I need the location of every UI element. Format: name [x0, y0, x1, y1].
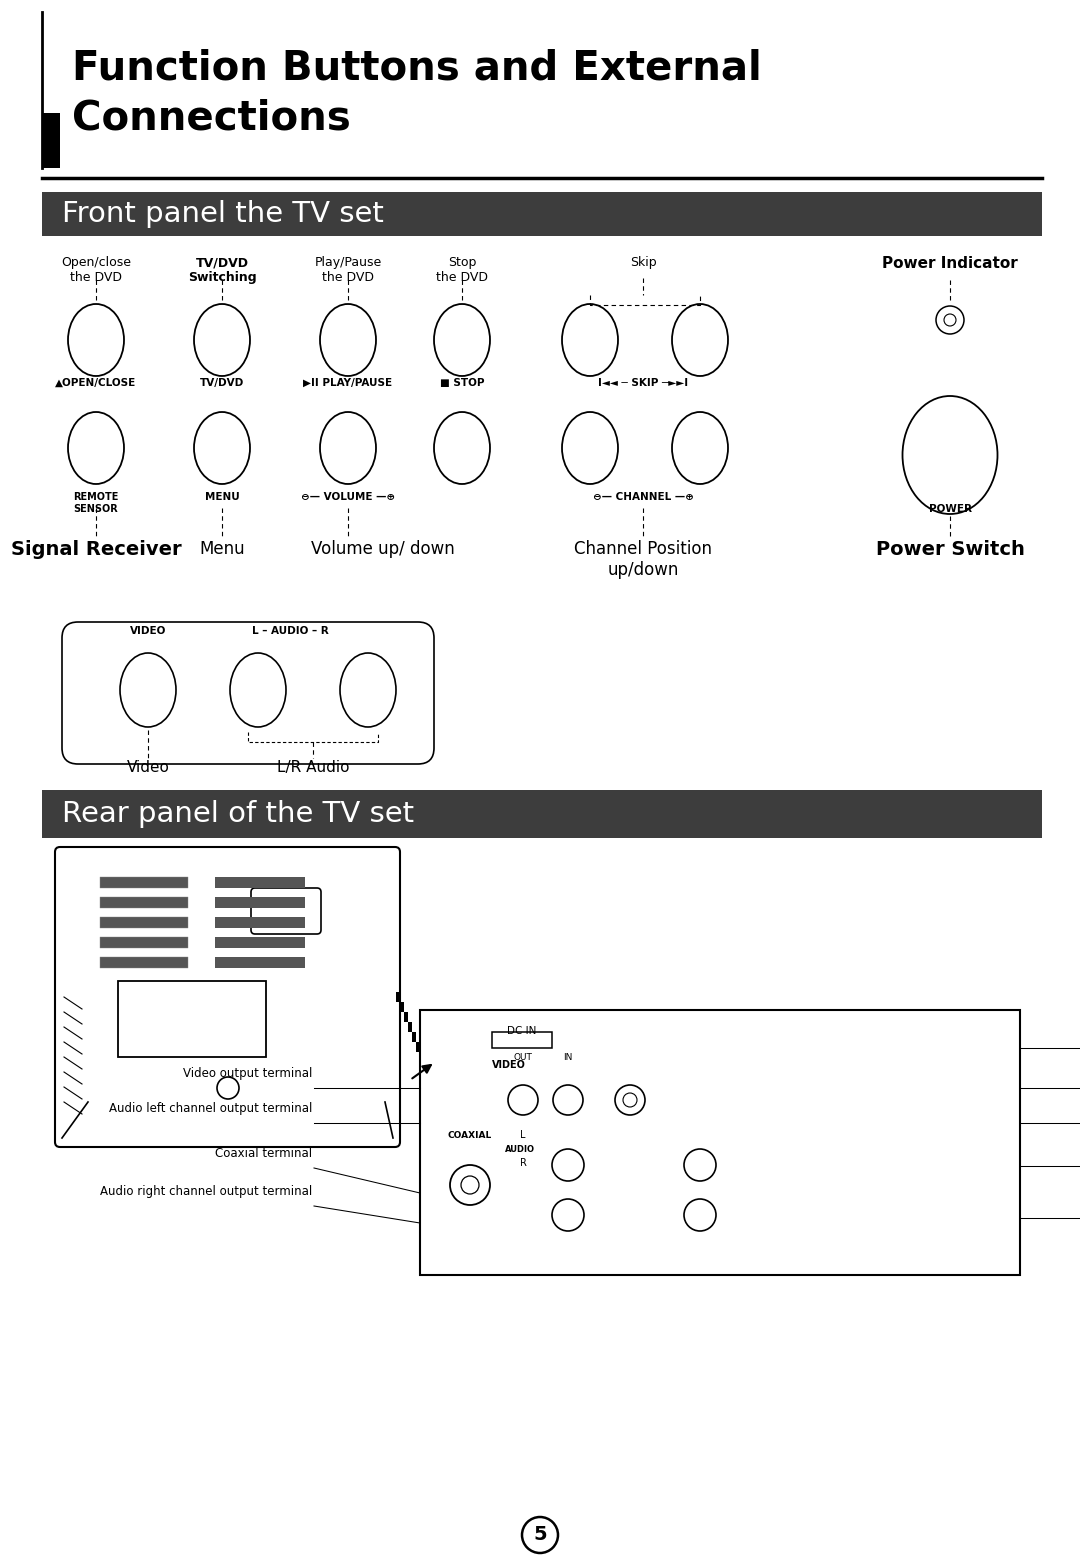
Text: ⊖— CHANNEL —⊕: ⊖— CHANNEL —⊕	[593, 492, 693, 503]
Bar	[42, 192, 1042, 236]
Text: MENU: MENU	[204, 492, 240, 503]
Text: Stop
the DVD: Stop the DVD	[436, 256, 488, 284]
Bar	[100, 898, 188, 909]
Bar	[100, 916, 188, 927]
Text: Volume up/ down: Volume up/ down	[311, 540, 455, 557]
Text: DC IN: DC IN	[508, 1026, 537, 1037]
Text: Open/close
the DVD: Open/close the DVD	[60, 256, 131, 284]
Text: L/R Audio: L/R Audio	[276, 760, 349, 774]
Bar	[215, 957, 305, 968]
Bar	[100, 937, 188, 948]
Text: ■ STOP: ■ STOP	[440, 378, 484, 389]
Bar	[100, 937, 188, 948]
Text: Channel Position
up/down: Channel Position up/down	[573, 540, 712, 579]
FancyBboxPatch shape	[55, 848, 400, 1147]
Bar	[411, 1032, 416, 1043]
Bar	[396, 991, 400, 1002]
Bar	[420, 1010, 1020, 1275]
Text: VIDEO: VIDEO	[492, 1060, 526, 1069]
Text: OUT: OUT	[514, 1054, 532, 1061]
Bar	[416, 1043, 420, 1052]
Bar	[100, 957, 188, 968]
Text: Audio right channel output terminal: Audio right channel output terminal	[99, 1185, 312, 1197]
Text: Function Buttons and External: Function Buttons and External	[72, 48, 761, 87]
Text: Video output terminal: Video output terminal	[183, 1068, 312, 1080]
Text: Audio left channel output terminal: Audio left channel output terminal	[109, 1102, 312, 1115]
Text: Connections: Connections	[72, 98, 351, 137]
Text: 5: 5	[534, 1525, 546, 1544]
Bar	[215, 937, 305, 948]
Text: VIDEO: VIDEO	[130, 626, 166, 635]
Text: Power Switch: Power Switch	[876, 540, 1025, 559]
Bar	[42, 790, 1042, 838]
Text: Play/Pause
the DVD: Play/Pause the DVD	[314, 256, 381, 284]
Text: Coaxial terminal: Coaxial terminal	[215, 1147, 312, 1160]
Text: Skip: Skip	[630, 256, 657, 268]
Bar	[408, 1022, 411, 1032]
Bar	[215, 898, 305, 909]
Bar	[100, 877, 188, 888]
Bar	[100, 877, 188, 888]
Text: COAXIAL: COAXIAL	[448, 1132, 492, 1140]
Text: Menu: Menu	[199, 540, 245, 557]
Bar	[42, 112, 60, 169]
Text: REMOTE
SENSOR: REMOTE SENSOR	[73, 492, 119, 514]
Text: ▲OPEN/CLOSE: ▲OPEN/CLOSE	[55, 378, 137, 389]
Bar	[404, 1012, 408, 1022]
Bar	[100, 898, 188, 909]
Text: POWER: POWER	[929, 504, 972, 514]
Text: TV/DVD
Switching: TV/DVD Switching	[188, 256, 256, 284]
Bar	[118, 980, 266, 1057]
Text: Signal Receiver: Signal Receiver	[11, 540, 181, 559]
Text: Power Indicator: Power Indicator	[882, 256, 1017, 272]
Bar	[100, 957, 188, 968]
Text: Front panel the TV set: Front panel the TV set	[62, 200, 383, 228]
Bar	[215, 916, 305, 927]
Text: ▶II PLAY/PAUSE: ▶II PLAY/PAUSE	[303, 378, 392, 389]
Text: Video: Video	[126, 760, 170, 774]
Bar	[492, 1032, 552, 1047]
Text: AUDIO: AUDIO	[505, 1146, 535, 1154]
Bar	[215, 877, 305, 888]
Text: R: R	[519, 1158, 526, 1168]
Text: Rear panel of the TV set: Rear panel of the TV set	[62, 799, 414, 827]
Text: I◄◄ ─ SKIP ─►►I: I◄◄ ─ SKIP ─►►I	[598, 378, 688, 389]
Text: ⊖— VOLUME —⊕: ⊖— VOLUME —⊕	[301, 492, 395, 503]
Bar	[100, 916, 188, 927]
Text: L: L	[521, 1130, 526, 1140]
Text: IN: IN	[564, 1054, 572, 1061]
Bar	[400, 1002, 404, 1012]
Text: TV/DVD: TV/DVD	[200, 378, 244, 389]
Text: L – AUDIO – R: L – AUDIO – R	[252, 626, 328, 635]
